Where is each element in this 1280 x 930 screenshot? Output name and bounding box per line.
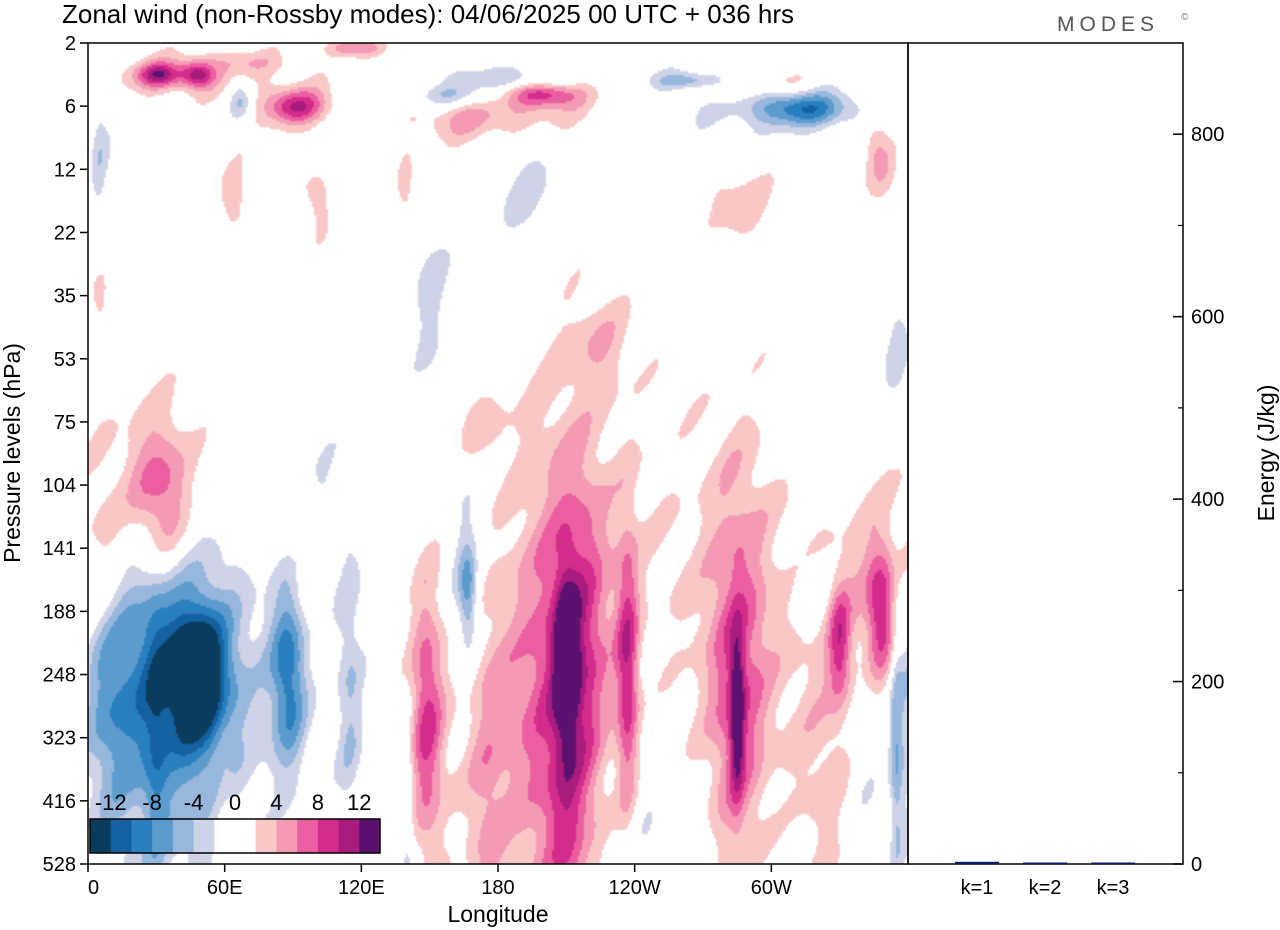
energy-chart-frame bbox=[907, 42, 1184, 865]
pressure-tick-label: 323 bbox=[43, 728, 76, 750]
colorbar-label: 8 bbox=[312, 790, 324, 815]
energy-bars bbox=[955, 861, 1135, 864]
colorbar-swatch bbox=[214, 819, 236, 853]
colorbar-swatch bbox=[152, 819, 174, 853]
colorbar-swatch bbox=[172, 819, 195, 853]
colorbar-swatch bbox=[276, 819, 298, 853]
colorbar-swatch bbox=[110, 819, 132, 853]
colorbar-swatch bbox=[317, 819, 340, 853]
longitude-tick-label: 120E bbox=[338, 877, 385, 899]
colorbar-swatch bbox=[131, 819, 153, 853]
pressure-tick-label: 188 bbox=[43, 601, 76, 623]
energy-axis: 0 200 400 600 800 bbox=[1173, 124, 1224, 876]
energy-bar-k1 bbox=[955, 861, 999, 864]
colorbar-label: -8 bbox=[142, 790, 162, 815]
energy-tick-label: 400 bbox=[1191, 489, 1224, 511]
y-axis-label: Pressure levels (hPa) bbox=[0, 343, 25, 563]
pressure-tick-label: 528 bbox=[43, 854, 76, 876]
longitude-tick-label: 180 bbox=[481, 877, 514, 899]
energy-tick-label: 600 bbox=[1191, 307, 1224, 329]
colorbar-frame bbox=[89, 818, 381, 854]
energy-tick-label: 200 bbox=[1191, 672, 1224, 694]
zonal-wind-heatmap bbox=[88, 43, 908, 864]
pressure-tick-label: 248 bbox=[43, 665, 76, 687]
colorbar-label: 0 bbox=[229, 790, 241, 815]
energy-bar-k2 bbox=[1023, 862, 1067, 864]
contour-plot: 2 6 12 22 35 53 75 104 141 188 248 323 416 528 0 60E 12… bbox=[0, 33, 909, 927]
pressure-tick-label: 12 bbox=[54, 159, 76, 181]
pressure-tick-label: 6 bbox=[65, 96, 76, 118]
figure-title: Zonal wind (non-Rossby modes): 04/06/202… bbox=[62, 0, 794, 29]
pressure-tick-label: 141 bbox=[43, 538, 76, 560]
pressure-tick-label: 2 bbox=[65, 33, 76, 55]
modes-logo: MODES © bbox=[1057, 12, 1189, 36]
longitude-axis: 0 60E 120E 180 120W 60W bbox=[87, 864, 792, 899]
colorbar-label: 4 bbox=[270, 790, 282, 815]
pressure-tick-label: 75 bbox=[54, 412, 76, 434]
energy-bar-k3 bbox=[1091, 862, 1135, 864]
x-axis-label: Longitude bbox=[447, 901, 548, 927]
colorbar-label: -4 bbox=[184, 790, 204, 815]
colorbar-swatch bbox=[297, 819, 319, 853]
pressure-tick-label: 53 bbox=[54, 349, 76, 371]
colorbar-label: -12 bbox=[95, 790, 127, 815]
energy-chart: 0 200 400 600 800 k=1 k=2 k=3 Energy (J/kg) bbox=[907, 42, 1279, 899]
colorbar-label: 12 bbox=[347, 790, 371, 815]
colorbar-swatch bbox=[90, 819, 112, 853]
colorbar-swatch bbox=[338, 819, 360, 853]
energy-tick-label: 800 bbox=[1191, 124, 1224, 146]
colorbar-swatch bbox=[255, 819, 277, 853]
modes-logo-mark: © bbox=[1181, 12, 1189, 23]
pressure-tick-label: 416 bbox=[43, 791, 76, 813]
pressure-tick-label: 22 bbox=[54, 222, 76, 244]
colorbar: -12 -8 -4 0 4 8 12 bbox=[89, 790, 381, 854]
longitude-tick-label: 120W bbox=[609, 877, 661, 899]
colorbar-swatch bbox=[193, 819, 215, 853]
longitude-tick-label: 0 bbox=[88, 877, 99, 899]
longitude-tick-label: 60W bbox=[751, 877, 792, 899]
longitude-tick-label: 60E bbox=[207, 877, 243, 899]
pressure-tick-label: 104 bbox=[43, 475, 76, 497]
energy-category-label: k=2 bbox=[1029, 877, 1062, 899]
pressure-tick-label: 35 bbox=[54, 286, 76, 308]
energy-axis-label: Energy (J/kg) bbox=[1253, 385, 1279, 522]
modes-logo-text: MODES bbox=[1057, 13, 1159, 36]
colorbar-swatch bbox=[359, 819, 381, 853]
energy-category-label: k=3 bbox=[1097, 877, 1130, 899]
energy-category-label: k=1 bbox=[961, 877, 994, 899]
pressure-axis: 2 6 12 22 35 53 75 104 141 188 248 323 416 528 bbox=[43, 33, 88, 876]
colorbar-swatch bbox=[235, 819, 257, 853]
energy-tick-label: 0 bbox=[1191, 854, 1202, 876]
energy-categories: k=1 k=2 k=3 bbox=[961, 877, 1130, 899]
